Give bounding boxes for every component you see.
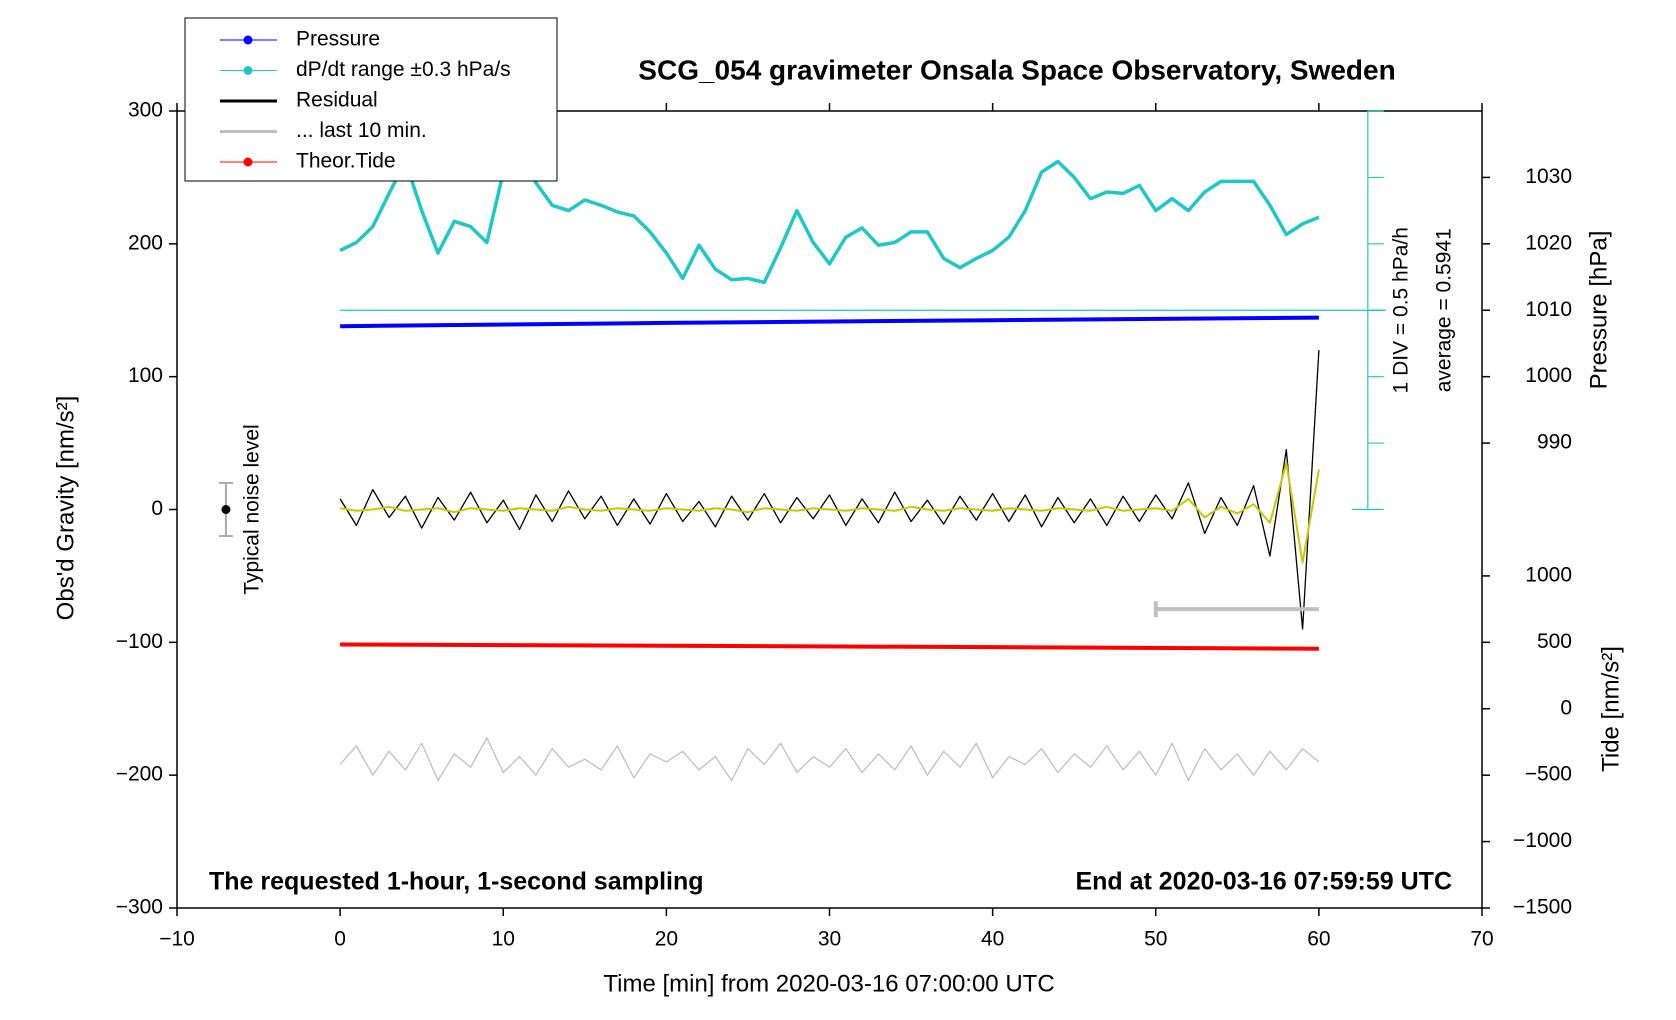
y-tick-label: −200 [116,763,163,786]
legend-label: dP/dt range ±0.3 hPa/s [296,58,511,81]
y-axis-label: Obs'd Gravity [nm/s²] [52,396,79,621]
x-tick-label: 70 [1470,928,1493,951]
dpdt-average-label: average = 0.5941 [1432,228,1455,392]
y3-tick-label: −1000 [1513,829,1572,852]
series-line [339,737,1320,782]
x-tick-label: 20 [655,928,678,951]
x-tick-label: 30 [818,928,841,951]
series-line [340,642,1319,651]
y-tick-label: 300 [128,99,163,122]
x-tick-label: 10 [492,928,515,951]
annotation: The requested 1-hour, 1-second sampling [209,868,704,896]
legend-marker [243,157,253,167]
y2-tick-label: 1020 [1525,231,1572,254]
y3-tick-label: −1500 [1513,896,1572,919]
y-tick-label: 100 [128,364,163,387]
x-tick-label: 50 [1144,928,1167,951]
y2-tick-label: 1010 [1525,298,1572,321]
y-tick-label: −300 [116,896,163,919]
annotation: End at 2020-03-16 07:59:59 UTC [1075,868,1452,896]
legend-label: ... last 10 min. [296,119,427,142]
y-tick-label: −100 [116,630,163,653]
noise-point [221,505,231,514]
y2-tick-label: 1000 [1525,364,1572,387]
legend-label: Theor.Tide [296,150,396,173]
x-tick-label: 60 [1307,928,1330,951]
y-tick-label: 0 [151,497,163,520]
y2-axis-label: Pressure [hPa] [1585,231,1612,390]
legend-marker [243,66,253,75]
y2-tick-label: 990 [1537,431,1572,454]
y3-tick-label: 0 [1560,696,1572,719]
y-tick-label: 200 [128,231,163,254]
x-tick-label: 0 [334,928,346,951]
series-line [340,315,1319,329]
y3-tick-label: 500 [1537,630,1572,653]
legend-label: Residual [296,89,378,112]
legend-label: Pressure [296,28,380,51]
chart-title: SCG_054 gravimeter Onsala Space Observat… [638,54,1395,85]
y3-axis-label: Tide [nm/s²] [1597,646,1624,772]
filtered-line [339,462,1320,564]
dpdt-scale-label: 1 DIV = 0.5 hPa/h [1389,227,1412,393]
y3-tick-label: 1000 [1525,563,1572,586]
y3-tick-label: −500 [1525,763,1572,786]
x-tick-label: 40 [981,928,1004,951]
y2-tick-label: 1030 [1525,165,1572,188]
noise-label: Typical noise level [240,424,263,594]
series-line [339,350,1320,630]
legend-marker [243,35,253,45]
x-axis-label: Time [min] from 2020-03-16 07:00:00 UTC [603,970,1054,997]
x-tick-label: −10 [159,928,195,951]
